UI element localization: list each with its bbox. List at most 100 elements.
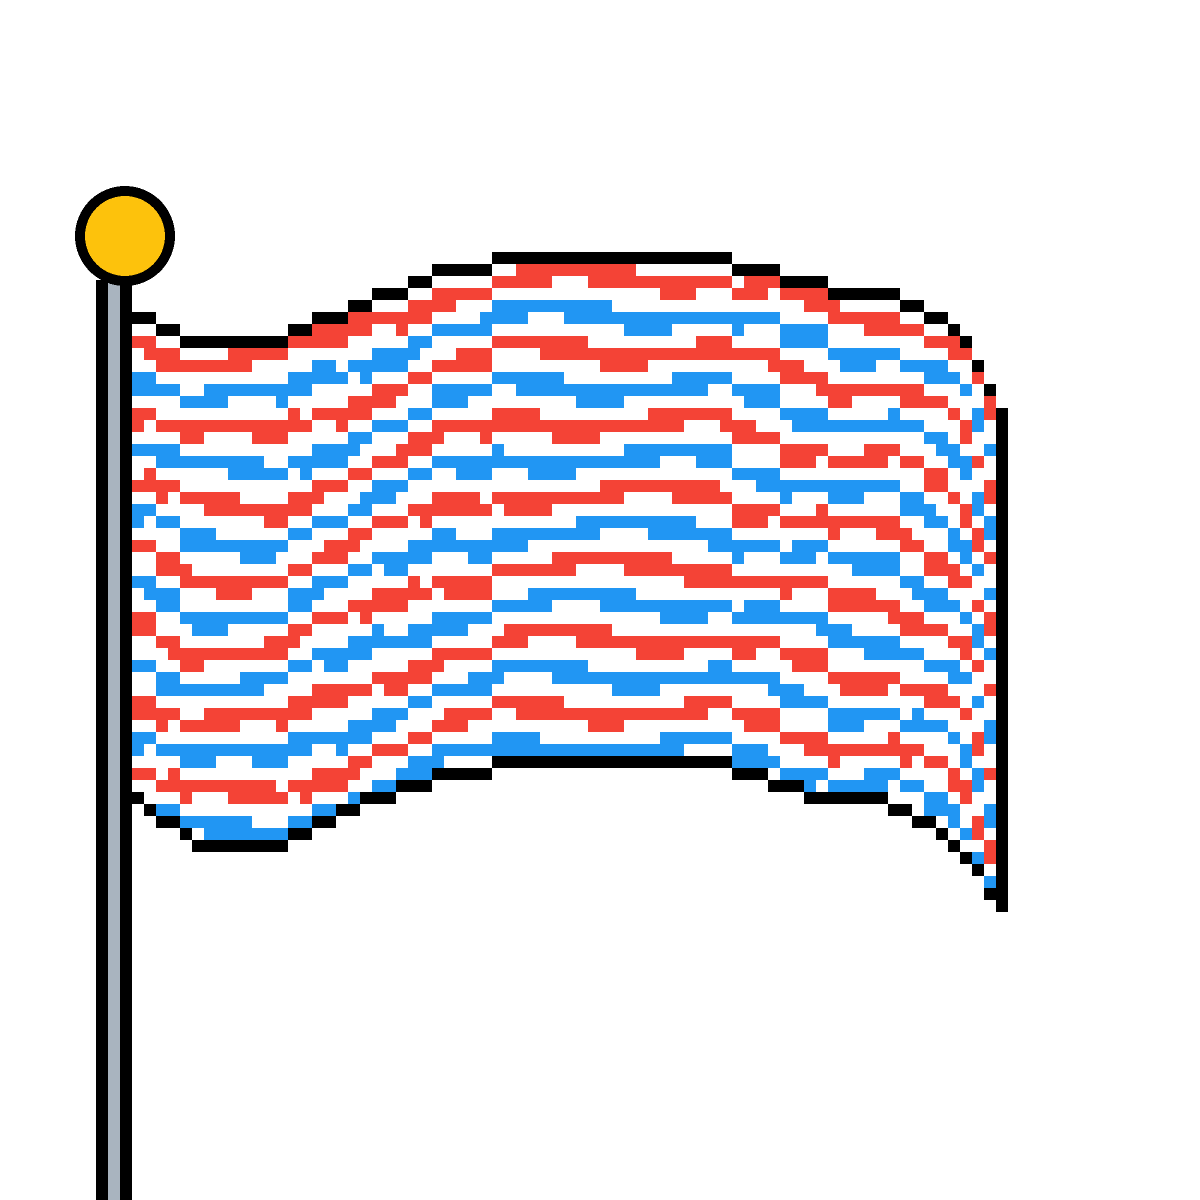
stripe-cell	[984, 684, 996, 696]
stripe-cell	[540, 528, 552, 540]
stripe-cell	[828, 576, 840, 588]
stripe-cell	[888, 696, 900, 708]
stripe-cell	[444, 564, 456, 576]
stripe-cell	[252, 360, 264, 372]
stripe-cell	[576, 612, 588, 624]
flag-outline	[912, 300, 924, 312]
stripe-cell	[804, 288, 816, 300]
stripe-cell	[888, 516, 900, 528]
stripe-cell	[504, 264, 516, 276]
stripe-cell	[204, 504, 216, 516]
stripe-cell	[660, 372, 672, 384]
stripe-cell	[936, 768, 948, 780]
stripe-cell	[972, 600, 984, 612]
stripe-cell	[456, 396, 468, 408]
stripe-cell	[768, 336, 780, 348]
stripe-cell	[732, 276, 744, 288]
stripe-cell	[840, 396, 852, 408]
stripe-cell	[240, 600, 252, 612]
stripe-cell	[348, 432, 360, 444]
stripe-cell	[240, 828, 252, 840]
stripe-cell	[444, 600, 456, 612]
stripe-cell	[144, 732, 156, 744]
stripe-cell	[288, 528, 300, 540]
stripe-cell	[864, 696, 876, 708]
stripe-cell	[600, 672, 612, 684]
stripe-cell	[792, 720, 804, 732]
stripe-cell	[648, 624, 660, 636]
stripe-cell	[840, 648, 852, 660]
stripe-cell	[396, 588, 408, 600]
stripe-cell	[744, 408, 756, 420]
stripe-cell	[900, 408, 912, 420]
stripe-cell	[300, 516, 312, 528]
stripe-cell	[888, 576, 900, 588]
stripe-cell	[360, 672, 372, 684]
stripe-cell	[852, 360, 864, 372]
stripe-cell	[600, 588, 612, 600]
stripe-cell	[180, 696, 192, 708]
stripe-cell	[240, 660, 252, 672]
stripe-cell	[816, 684, 828, 696]
stripe-cell	[444, 756, 456, 768]
stripe-cell	[168, 672, 180, 684]
stripe-cell	[612, 672, 624, 684]
stripe-cell	[384, 684, 396, 696]
stripe-cell	[192, 768, 204, 780]
stripe-cell	[744, 540, 756, 552]
stripe-cell	[804, 552, 816, 564]
stripe-cell	[624, 624, 636, 636]
flag-outline	[612, 252, 624, 264]
stripe-cell	[396, 504, 408, 516]
stripe-cell	[384, 408, 396, 420]
stripe-cell	[396, 480, 408, 492]
stripe-cell	[792, 756, 804, 768]
stripe-cell	[372, 360, 384, 372]
stripe-cell	[924, 672, 936, 684]
stripe-cell	[744, 528, 756, 540]
stripe-cell	[228, 636, 240, 648]
stripe-cell	[648, 552, 660, 564]
stripe-cell	[876, 588, 888, 600]
stripe-cell	[660, 612, 672, 624]
stripe-cell	[972, 780, 984, 792]
stripe-cell	[252, 684, 264, 696]
stripe-cell	[144, 672, 156, 684]
stripe-cell	[924, 456, 936, 468]
stripe-cell	[732, 324, 744, 336]
stripe-cell	[912, 696, 924, 708]
stripe-cell	[480, 444, 492, 456]
stripe-cell	[624, 372, 636, 384]
stripe-cell	[948, 552, 960, 564]
stripe-cell	[240, 744, 252, 756]
stripe-cell	[960, 720, 972, 732]
stripe-cell	[288, 516, 300, 528]
stripe-cell	[960, 612, 972, 624]
stripe-cell	[240, 480, 252, 492]
stripe-cell	[468, 744, 480, 756]
stripe-cell	[192, 612, 204, 624]
stripe-cell	[480, 732, 492, 744]
stripe-cell	[216, 660, 228, 672]
stripe-cell	[480, 744, 492, 756]
stripe-cell	[432, 432, 444, 444]
stripe-cell	[432, 588, 444, 600]
stripe-cell	[984, 516, 996, 528]
stripe-cell	[444, 612, 456, 624]
stripe-cell	[252, 528, 264, 540]
stripe-cell	[876, 684, 888, 696]
stripe-cell	[612, 528, 624, 540]
stripe-cell	[768, 540, 780, 552]
stripe-cell	[672, 612, 684, 624]
stripe-cell	[360, 720, 372, 732]
stripe-cell	[768, 588, 780, 600]
stripe-cell	[288, 732, 300, 744]
stripe-cell	[312, 756, 324, 768]
stripe-cell	[372, 444, 384, 456]
stripe-cell	[876, 600, 888, 612]
stripe-cell	[792, 612, 804, 624]
stripe-cell	[252, 552, 264, 564]
stripe-cell	[828, 468, 840, 480]
stripe-cell	[756, 684, 768, 696]
stripe-cell	[180, 372, 192, 384]
